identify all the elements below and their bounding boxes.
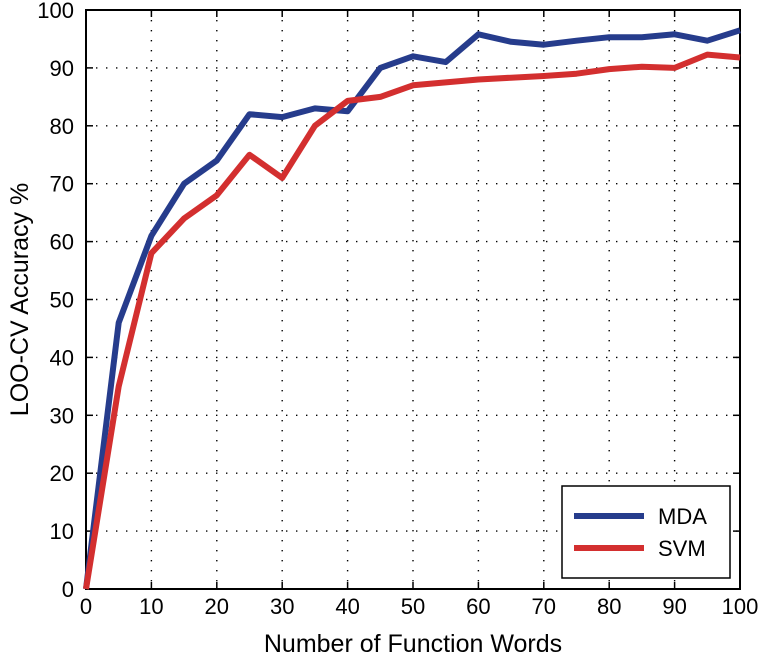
x-tick-label: 40 xyxy=(335,594,359,619)
legend-label-svm: SVM xyxy=(658,536,706,561)
x-tick-label: 50 xyxy=(401,594,425,619)
legend-label-mda: MDA xyxy=(658,504,707,529)
y-tick-label: 20 xyxy=(50,461,74,486)
x-tick-label: 90 xyxy=(662,594,686,619)
x-tick-label: 70 xyxy=(532,594,556,619)
y-tick-label: 50 xyxy=(50,288,74,313)
y-tick-label: 10 xyxy=(50,519,74,544)
x-axis-label: Number of Function Words xyxy=(264,630,562,658)
y-tick-labels: 0 10 20 30 40 50 60 70 80 90 100 xyxy=(37,0,74,602)
y-tick-label: 30 xyxy=(50,403,74,428)
series-line-mda xyxy=(83,27,741,590)
tick-marks xyxy=(85,9,741,590)
y-tick-label: 60 xyxy=(50,230,74,255)
x-tick-label: 20 xyxy=(205,594,229,619)
y-tick-label: 0 xyxy=(62,577,74,602)
x-tick-label: 30 xyxy=(270,594,294,619)
legend: MDA SVM xyxy=(561,485,731,579)
series-lines xyxy=(83,27,741,590)
x-tick-labels: 0 10 20 30 40 50 60 70 80 90 100 xyxy=(80,594,758,619)
y-tick-label: 100 xyxy=(37,0,74,23)
y-tick-label: 90 xyxy=(50,56,74,81)
y-tick-label: 80 xyxy=(50,114,74,139)
x-tick-label: 100 xyxy=(722,594,759,619)
y-axis-label: LOO-CV Accuracy % xyxy=(6,183,34,416)
x-tick-label: 80 xyxy=(597,594,621,619)
x-tick-label: 0 xyxy=(80,594,92,619)
legend-box xyxy=(561,485,731,579)
x-tick-label: 60 xyxy=(466,594,490,619)
series-line-svm xyxy=(83,51,741,590)
x-tick-label: 10 xyxy=(139,594,163,619)
y-tick-label: 40 xyxy=(50,345,74,370)
y-tick-label: 70 xyxy=(50,172,74,197)
